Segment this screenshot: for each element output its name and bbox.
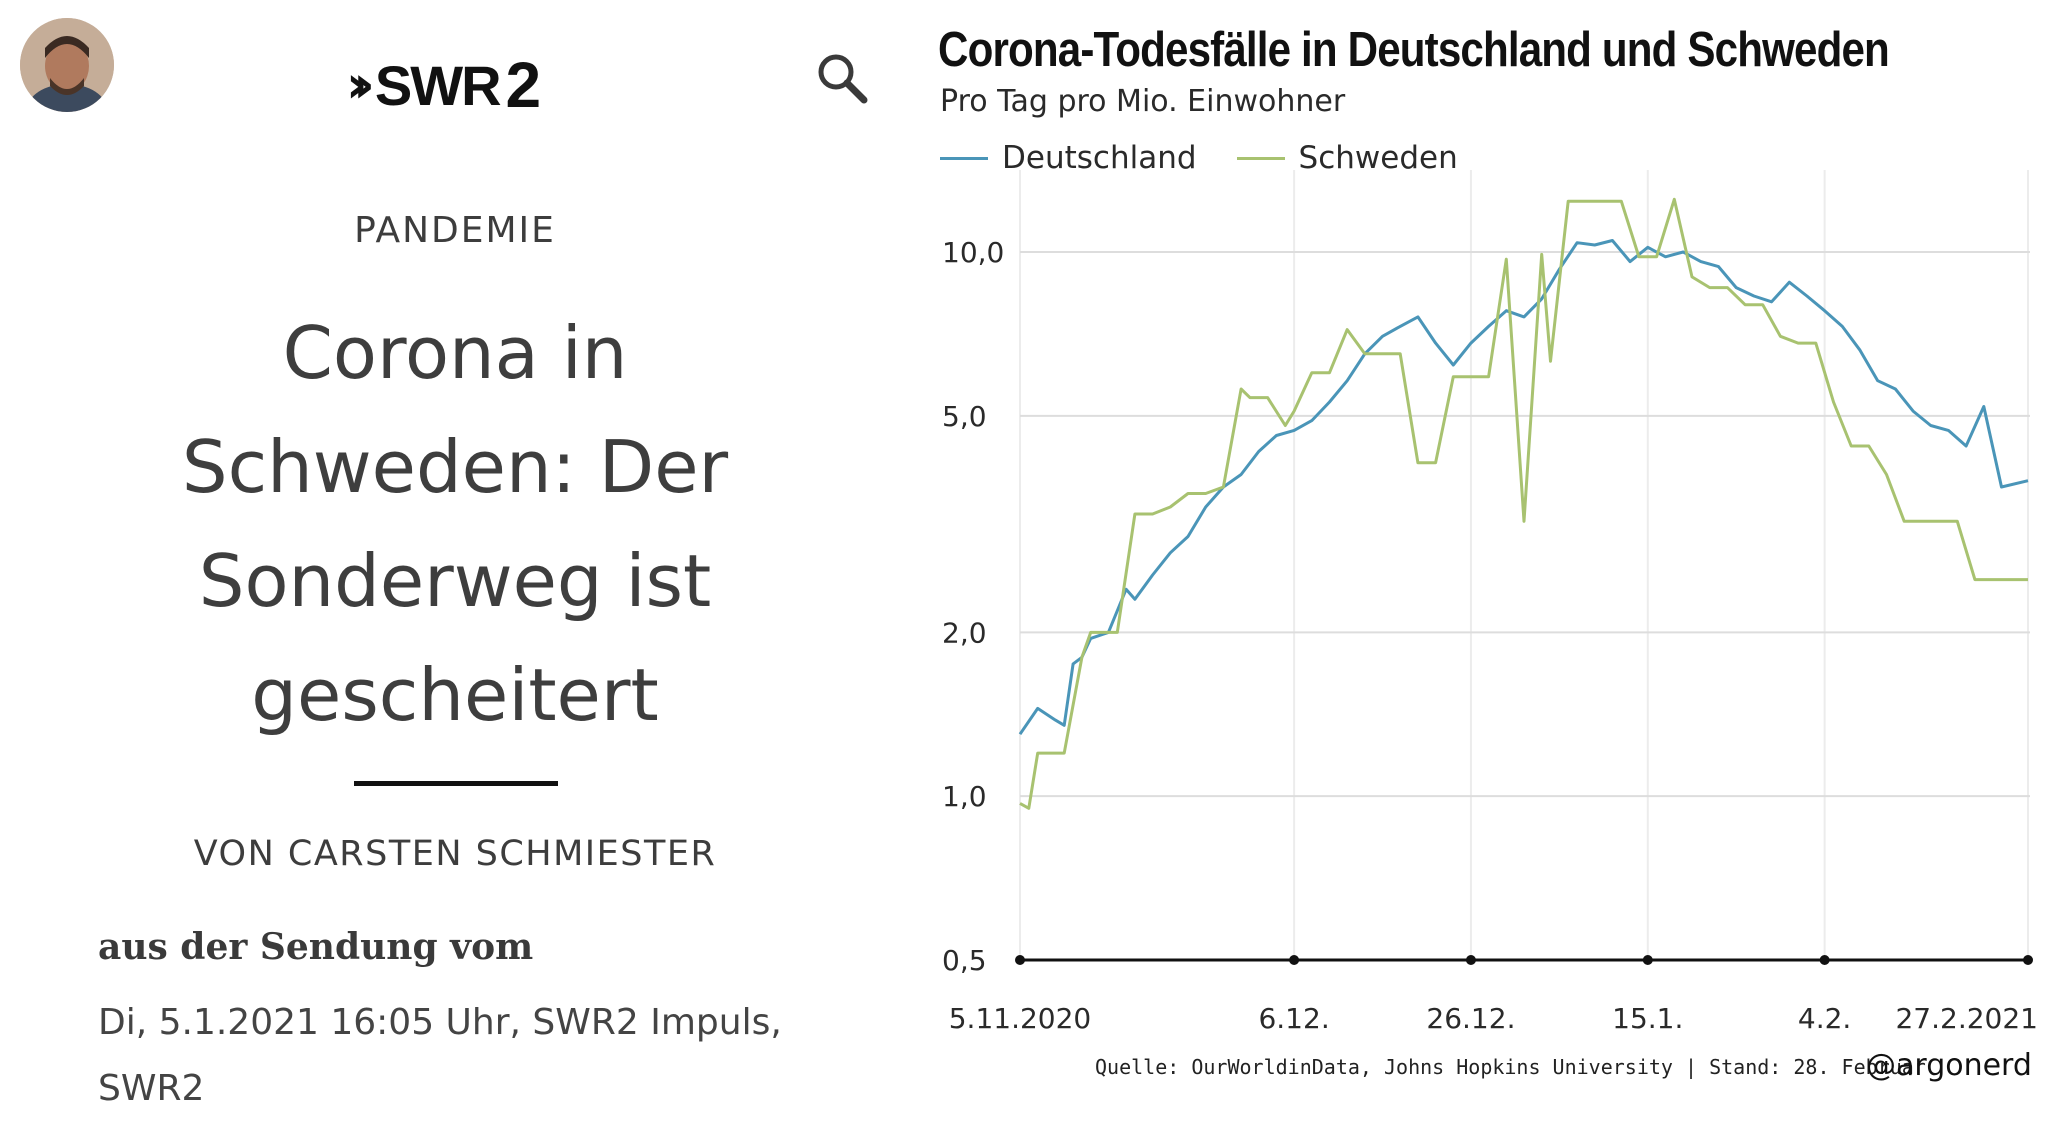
series-line-deutschland [1018, 239, 2029, 736]
chart-credit: @argonerd [1866, 1048, 2032, 1083]
x-tick-dot [1015, 955, 1025, 965]
x-tick-dot [1819, 955, 1830, 965]
chart-source: Quelle: OurWorldinData, Johns Hopkins Un… [1095, 1055, 1926, 1079]
legend-swatch-deutschland [940, 156, 988, 160]
article-headline: Corona in Schweden: Der Sonderweg ist ge… [181, 311, 729, 737]
chart-subtitle: Pro Tag pro Mio. Einwohner [940, 84, 1346, 119]
swr2-logo[interactable]: ›› SWR 2 [346, 49, 541, 121]
chart-title: Corona-Todesfälle in Deutschland und Sch… [938, 23, 1890, 77]
legend-item-schweden: Schweden [1236, 140, 1458, 176]
y-tick-label: 1,0 [942, 780, 987, 813]
chart-plot: 10,0 5,0 2,0 1,0 0,5 5.11.2020 6.12. 26.12. 15.1… [942, 170, 2038, 1035]
broadcast-label: aus der Sendung vom [98, 926, 534, 968]
x-tick-label: 6.12. [1258, 1002, 1329, 1035]
logo-text: SWR [374, 53, 502, 117]
x-tick-dot [1465, 955, 1476, 965]
legend-swatch-schweden [1236, 156, 1285, 160]
y-tick-label: 5,0 [942, 400, 987, 433]
search-button[interactable] [812, 48, 874, 110]
y-tick-label: 2,0 [942, 616, 987, 649]
headline-divider [354, 781, 558, 786]
article-category[interactable]: PANDEMIE [354, 210, 556, 251]
x-tick-label: 15.1. [1612, 1002, 1683, 1035]
chart-panel: Corona-Todesfälle in Deutschland und Sch… [910, 0, 2048, 1118]
chart-series [1018, 197, 2029, 810]
legend-label-schweden: Schweden [1298, 140, 1458, 176]
chart-legend: Deutschland Schweden [940, 140, 1498, 176]
x-tick-label: 26.12. [1426, 1002, 1515, 1035]
broadcast-info: Di, 5.1.2021 16:05 Uhr, SWR2 Impuls, SWR… [98, 1002, 782, 1109]
double-chevron-icon: ›› [346, 55, 375, 115]
x-tick-label: 27.2.2021 [1895, 1002, 2038, 1035]
y-tick-label: 0,5 [942, 944, 987, 977]
x-tick-dot [2023, 955, 2033, 965]
series-line-schweden [1019, 197, 2028, 810]
x-tick-dot [1289, 955, 1300, 965]
search-icon [818, 54, 868, 104]
x-tick-label: 5.11.2020 [949, 1002, 1092, 1035]
x-tick-dot [1642, 955, 1653, 965]
legend-item-deutschland: Deutschland [940, 140, 1197, 176]
chart-grid [1019, 170, 2030, 960]
chart-axes: 10,0 5,0 2,0 1,0 0,5 5.11.2020 6.12. 26.12. 15.1… [942, 236, 2038, 1035]
y-tick-label: 10,0 [942, 236, 1004, 269]
x-tick-label: 4.2. [1798, 1002, 1851, 1035]
logo-number: 2 [505, 49, 542, 121]
article-panel: ›› SWR 2 PANDEMIE Corona in Schweden: De… [0, 0, 910, 1118]
legend-label-deutschland: Deutschland [1002, 140, 1197, 176]
article-author: VON CARSTEN SCHMIESTER [193, 834, 717, 874]
user-avatar[interactable] [20, 18, 114, 112]
